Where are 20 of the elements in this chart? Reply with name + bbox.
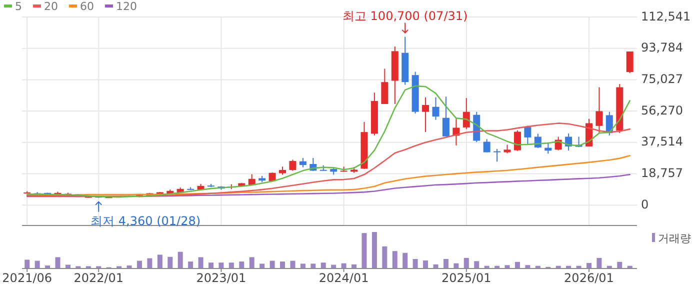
legend-label: 5 (15, 0, 22, 13)
y-tick-label: 18,757 (641, 166, 683, 180)
x-tick-label: 2022/01 (74, 271, 124, 285)
x-tick-label: 2025/01 (441, 271, 492, 285)
y-tick-label: 75,027 (641, 72, 683, 86)
y-tick-label: 93,784 (641, 40, 683, 55)
x-tick-label: 2021/06 (2, 271, 52, 285)
y-tick-label: 112,541 (641, 9, 691, 24)
x-tick-label: 2024/01 (318, 271, 369, 285)
y-tick-label: 56,270 (641, 103, 683, 118)
legend-label: 거래량 (658, 232, 691, 245)
annotation: 최고 100,700 (07/31) (342, 8, 468, 23)
legend-label: 120 (116, 0, 137, 13)
x-tick-label: 2023/01 (196, 271, 246, 285)
annotation: 최저 4,360 (01/28) (90, 214, 201, 228)
legend-label: 60 (80, 0, 94, 13)
y-tick-label: 0 (641, 197, 649, 212)
x-tick-label: 2026/01 (564, 271, 614, 285)
legend-label: 20 (44, 0, 58, 13)
y-tick-label: 37,514 (641, 134, 683, 149)
